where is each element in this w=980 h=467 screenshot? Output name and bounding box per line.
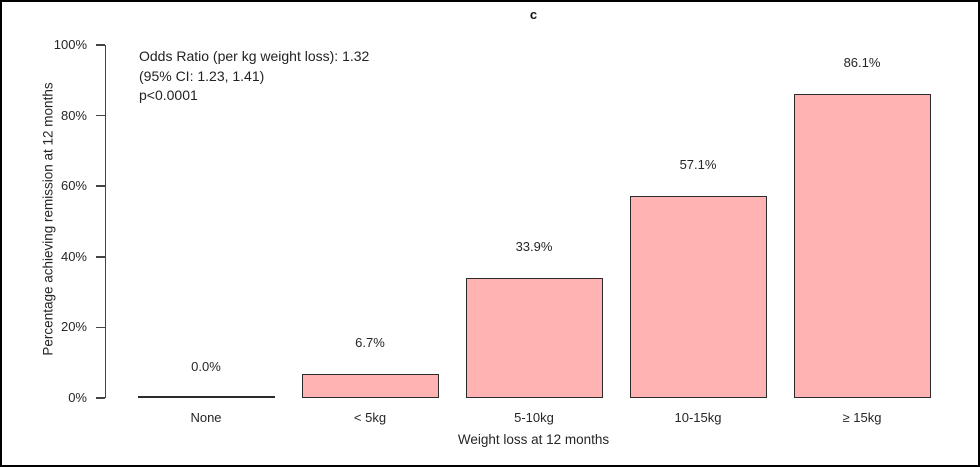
y-tick-mark — [96, 397, 105, 399]
bar-value-label: 33.9% — [515, 239, 553, 254]
annotation-line-ci: (95% CI: 1.23, 1.41) — [139, 67, 265, 84]
bar-value-label: 86.1% — [843, 55, 881, 70]
bar — [465, 278, 603, 398]
x-axis-title: Weight loss at 12 months — [457, 432, 610, 447]
bar-value-label: 6.7% — [355, 335, 385, 350]
y-tick-label: 0% — [68, 390, 87, 405]
y-tick-mark — [96, 256, 105, 258]
annotation-line-odds-ratio: Odds Ratio (per kg weight loss): 1.32 — [139, 48, 370, 64]
y-tick-mark — [96, 185, 105, 187]
x-tick-label: ≥ 15kg — [842, 410, 882, 425]
y-tick-label: 20% — [60, 319, 87, 335]
bar — [137, 396, 275, 398]
plot-area: 0% 20% 40% 60% 80% 100% 0.0% None 6.7% < 5kg 33.9%… — [54, 37, 963, 425]
x-tick-label: None — [190, 410, 222, 425]
x-tick-label: 10-15kg — [674, 410, 722, 425]
y-tick-label: 100% — [53, 37, 87, 52]
annotation-line-pvalue: p<0.0001 — [139, 87, 198, 103]
y-tick-mark — [96, 44, 105, 46]
bar-value-label: 0.0% — [191, 359, 221, 374]
bar-value-label: 57.1% — [679, 157, 717, 172]
bar — [629, 196, 767, 398]
y-tick-label: 60% — [60, 178, 87, 194]
y-tick-mark — [96, 326, 105, 329]
panel-title: c — [529, 7, 538, 22]
bar — [793, 94, 931, 398]
stats-annotation: Odds Ratio (per kg weight loss): 1.32 (9… — [139, 47, 369, 106]
y-tick-mark — [96, 114, 105, 117]
y-tick-label: 40% — [60, 248, 87, 264]
bar — [301, 374, 439, 398]
x-tick-label: 5-10kg — [514, 410, 554, 425]
y-tick-label: 80% — [60, 107, 87, 123]
x-tick-label: < 5kg — [353, 410, 387, 425]
